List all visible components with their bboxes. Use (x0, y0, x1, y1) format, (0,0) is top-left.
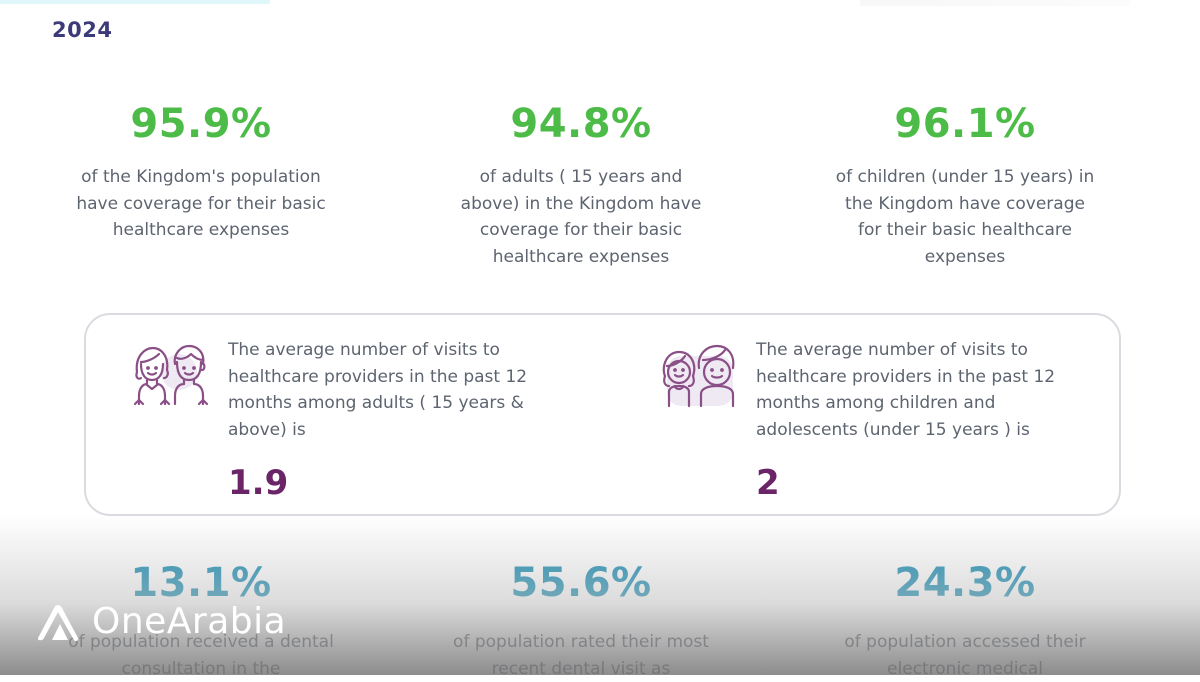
visits-adults-value: 1.9 (228, 463, 289, 503)
coverage-stat-children: 96.1% of children (under 15 years) in th… (785, 104, 1145, 270)
onearabia-wordmark: OneArabia (92, 601, 287, 642)
visits-card: The average number of visits to healthca… (84, 313, 1121, 516)
stat-value: 55.6% (510, 560, 652, 606)
coverage-stat-population: 95.9% of the Kingdom's population have c… (21, 104, 381, 244)
stat-value: 94.8% (510, 101, 652, 147)
visits-children-text: The average number of visits to healthca… (756, 340, 1056, 440)
dental-stat-rating: 55.6% of population rated their most rec… (401, 563, 761, 682)
stat-description: of population accessed their electronic … (844, 632, 1086, 679)
onearabia-logo-icon (37, 604, 79, 641)
stat-description: of population rated their most recent de… (453, 632, 709, 679)
stat-description: of children (under 15 years) in the King… (835, 167, 1095, 267)
coverage-stat-adults: 94.8% of adults ( 15 years and above) in… (401, 104, 761, 270)
top-right-faded-header (860, 0, 1130, 6)
stat-description: of adults ( 15 years and above) in the K… (460, 167, 702, 267)
dental-stat-emr-access: 24.3% of population accessed their elect… (785, 563, 1145, 682)
top-decorative-strip (0, 0, 270, 4)
children-icon (662, 344, 735, 408)
stat-value: 96.1% (894, 101, 1036, 147)
stat-value: 13.1% (130, 560, 272, 606)
visits-adults-text: The average number of visits to healthca… (228, 340, 528, 440)
visits-children-value: 2 (756, 463, 780, 503)
stat-value: 95.9% (130, 101, 272, 147)
stat-description: of the Kingdom's population have coverag… (76, 167, 326, 240)
onearabia-watermark: OneArabia (34, 601, 286, 642)
stat-value: 24.3% (894, 560, 1036, 606)
year-label: 2024 (52, 18, 113, 42)
adults-icon (133, 344, 209, 406)
